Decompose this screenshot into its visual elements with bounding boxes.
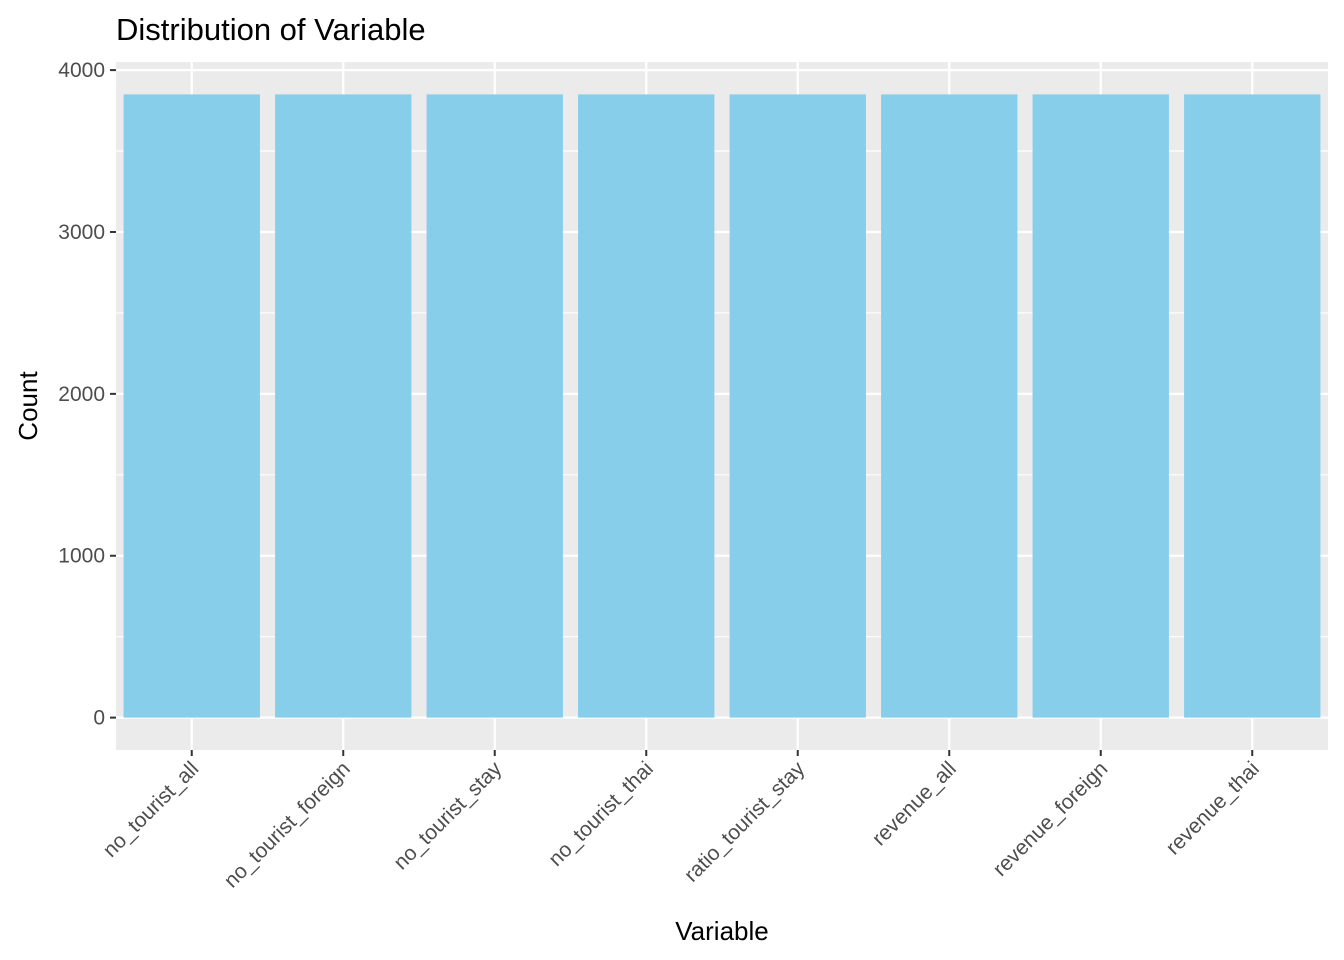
- y-tick-label: 0: [93, 707, 105, 730]
- y-tick-label: 2000: [58, 383, 105, 406]
- x-tick-label: no_tourist_foreign: [220, 757, 355, 892]
- y-tick-label: 4000: [58, 59, 105, 82]
- bar-revenue_thai: [1184, 94, 1321, 718]
- x-tick-label: revenue_thai: [1162, 757, 1264, 859]
- y-tick-label: 3000: [58, 221, 105, 244]
- bar-revenue_all: [881, 94, 1018, 718]
- chart-title: Distribution of Variable: [116, 12, 426, 47]
- bar-revenue_foreign: [1032, 94, 1169, 718]
- bar-ratio_tourist_stay: [729, 94, 866, 718]
- x-tick-label: ratio_tourist_stay: [680, 757, 810, 887]
- y-axis-title: Count: [13, 371, 43, 441]
- bar-no_tourist_stay: [426, 94, 563, 718]
- x-axis: no_tourist_all no_tourist_foreign no_touri…: [99, 750, 1264, 892]
- bar-no_tourist_thai: [578, 94, 715, 718]
- x-tick-label: no_tourist_thai: [544, 757, 658, 871]
- x-tick-label: revenue_foreign: [989, 757, 1113, 881]
- x-tick-label: revenue_all: [868, 757, 961, 850]
- x-tick-label: no_tourist_all: [99, 757, 204, 862]
- y-tick-label: 1000: [58, 545, 105, 568]
- bar-no_tourist_foreign: [275, 94, 412, 718]
- x-tick-label: no_tourist_stay: [389, 757, 506, 874]
- x-axis-title: Variable: [675, 916, 768, 946]
- y-axis: 0 1000 2000 3000 4000: [58, 59, 116, 730]
- bars: [123, 94, 1321, 718]
- bar-no_tourist_all: [123, 94, 260, 718]
